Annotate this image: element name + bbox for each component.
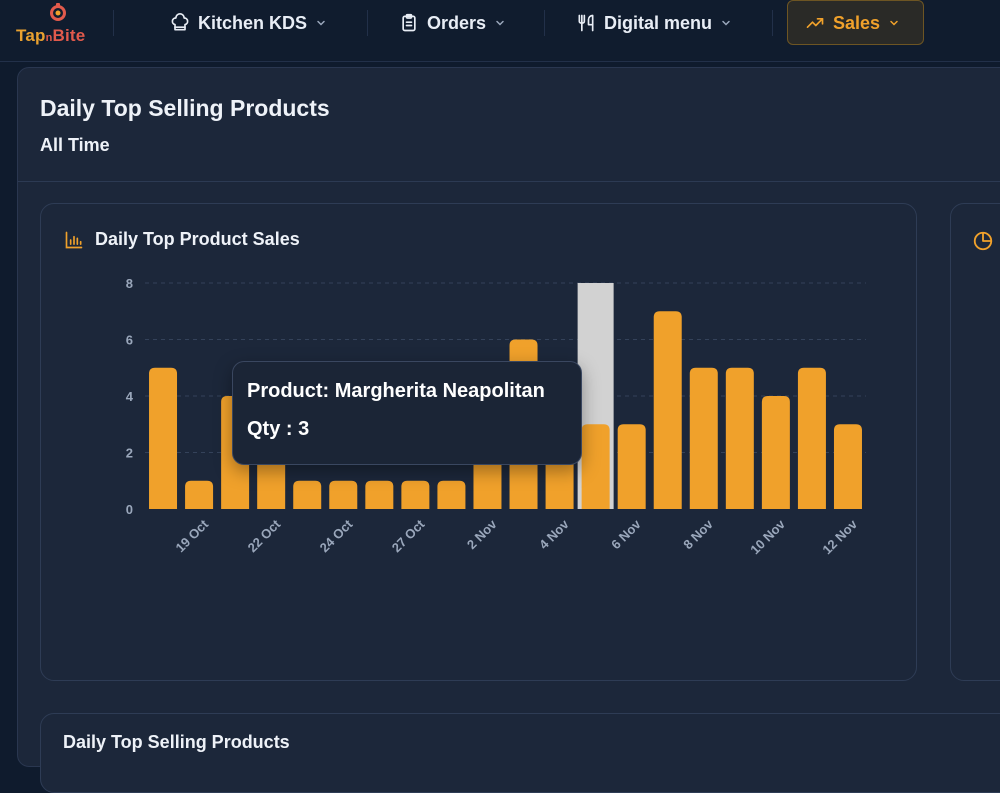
- brand-part-1: Tap: [16, 26, 46, 45]
- bar-chart-icon: [65, 231, 83, 249]
- nav-divider: [113, 10, 114, 36]
- chevron-down-icon: [888, 17, 900, 29]
- nav-orders[interactable]: Orders: [399, 8, 506, 38]
- x-tick-label: 27 Oct: [389, 516, 428, 555]
- bar[interactable]: [761, 396, 790, 509]
- chart-title: Daily Top Product Sales: [95, 229, 300, 249]
- bar[interactable]: [581, 424, 610, 509]
- date-range-label[interactable]: All Time: [40, 135, 110, 155]
- chef-hat-icon: [170, 13, 190, 33]
- brand-part-2: n: [45, 32, 53, 44]
- trending-up-icon: [805, 13, 825, 33]
- chevron-down-icon: [720, 17, 732, 29]
- nav-digital-menu-label: Digital menu: [604, 12, 713, 33]
- bar[interactable]: [725, 367, 754, 509]
- logo-bell-icon: [50, 3, 66, 21]
- nav-sales[interactable]: Sales: [805, 8, 900, 38]
- top-navbar: TapnBite Kitchen KDS Orders: [0, 0, 1000, 62]
- nav-divider: [544, 10, 545, 36]
- y-tick-label: 6: [126, 333, 133, 348]
- nav-sales-label: Sales: [833, 12, 881, 33]
- pie-chart-icon: [973, 231, 993, 251]
- bar[interactable]: [401, 480, 430, 509]
- nav-divider: [367, 10, 368, 36]
- utensils-icon: [576, 13, 596, 33]
- bar[interactable]: [617, 424, 646, 509]
- nav-divider: [772, 10, 773, 36]
- bottom-card-title: Daily Top Selling Products: [63, 732, 290, 752]
- bar[interactable]: [365, 480, 394, 509]
- x-tick-label: 19 Oct: [172, 516, 211, 555]
- chart-tooltip: Product: Margherita Neapolitan Qty : 3: [232, 361, 582, 465]
- tooltip-qty: Qty : 3: [247, 418, 310, 440]
- chevron-down-icon: [494, 17, 506, 29]
- x-tick-label: 4 Nov: [536, 516, 572, 552]
- header-divider: [18, 181, 1000, 182]
- bar[interactable]: [797, 367, 826, 509]
- y-tick-label: 0: [126, 502, 133, 517]
- x-tick-label: 22 Oct: [245, 516, 284, 555]
- x-tick-label: 2 Nov: [464, 516, 500, 552]
- tooltip-product: Product: Margherita Neapolitan: [247, 380, 545, 402]
- clipboard-icon: [399, 13, 419, 33]
- y-tick-label: 2: [126, 446, 133, 461]
- y-tick-label: 8: [126, 276, 133, 291]
- nav-kitchen-kds[interactable]: Kitchen KDS: [170, 8, 327, 38]
- nav-orders-label: Orders: [427, 12, 487, 33]
- page-title: Daily Top Selling Products: [40, 95, 330, 121]
- x-tick-label: 6 Nov: [608, 516, 644, 552]
- bar[interactable]: [149, 367, 178, 509]
- nav-digital-menu[interactable]: Digital menu: [576, 8, 732, 38]
- chevron-down-icon: [315, 17, 327, 29]
- x-tick-label: 24 Oct: [317, 516, 356, 555]
- x-tick-label: 8 Nov: [680, 516, 716, 552]
- nav-kitchen-kds-label: Kitchen KDS: [198, 12, 308, 33]
- app-logo[interactable]: TapnBite: [16, 2, 100, 46]
- bar[interactable]: [185, 480, 214, 509]
- bar[interactable]: [329, 480, 358, 509]
- bar[interactable]: [689, 367, 718, 509]
- y-tick-label: 4: [126, 389, 134, 404]
- bar[interactable]: [653, 311, 682, 509]
- brand-part-3: Bite: [52, 26, 86, 45]
- bar[interactable]: [437, 480, 466, 509]
- brand-name: TapnBite: [16, 26, 85, 46]
- bar[interactable]: [833, 424, 862, 509]
- x-tick-label: 10 Nov: [747, 516, 788, 557]
- side-chart-card: [950, 203, 1000, 681]
- nav-sales-active-bg[interactable]: [787, 0, 924, 45]
- x-tick-label: 12 Nov: [819, 516, 860, 557]
- bar[interactable]: [293, 480, 322, 509]
